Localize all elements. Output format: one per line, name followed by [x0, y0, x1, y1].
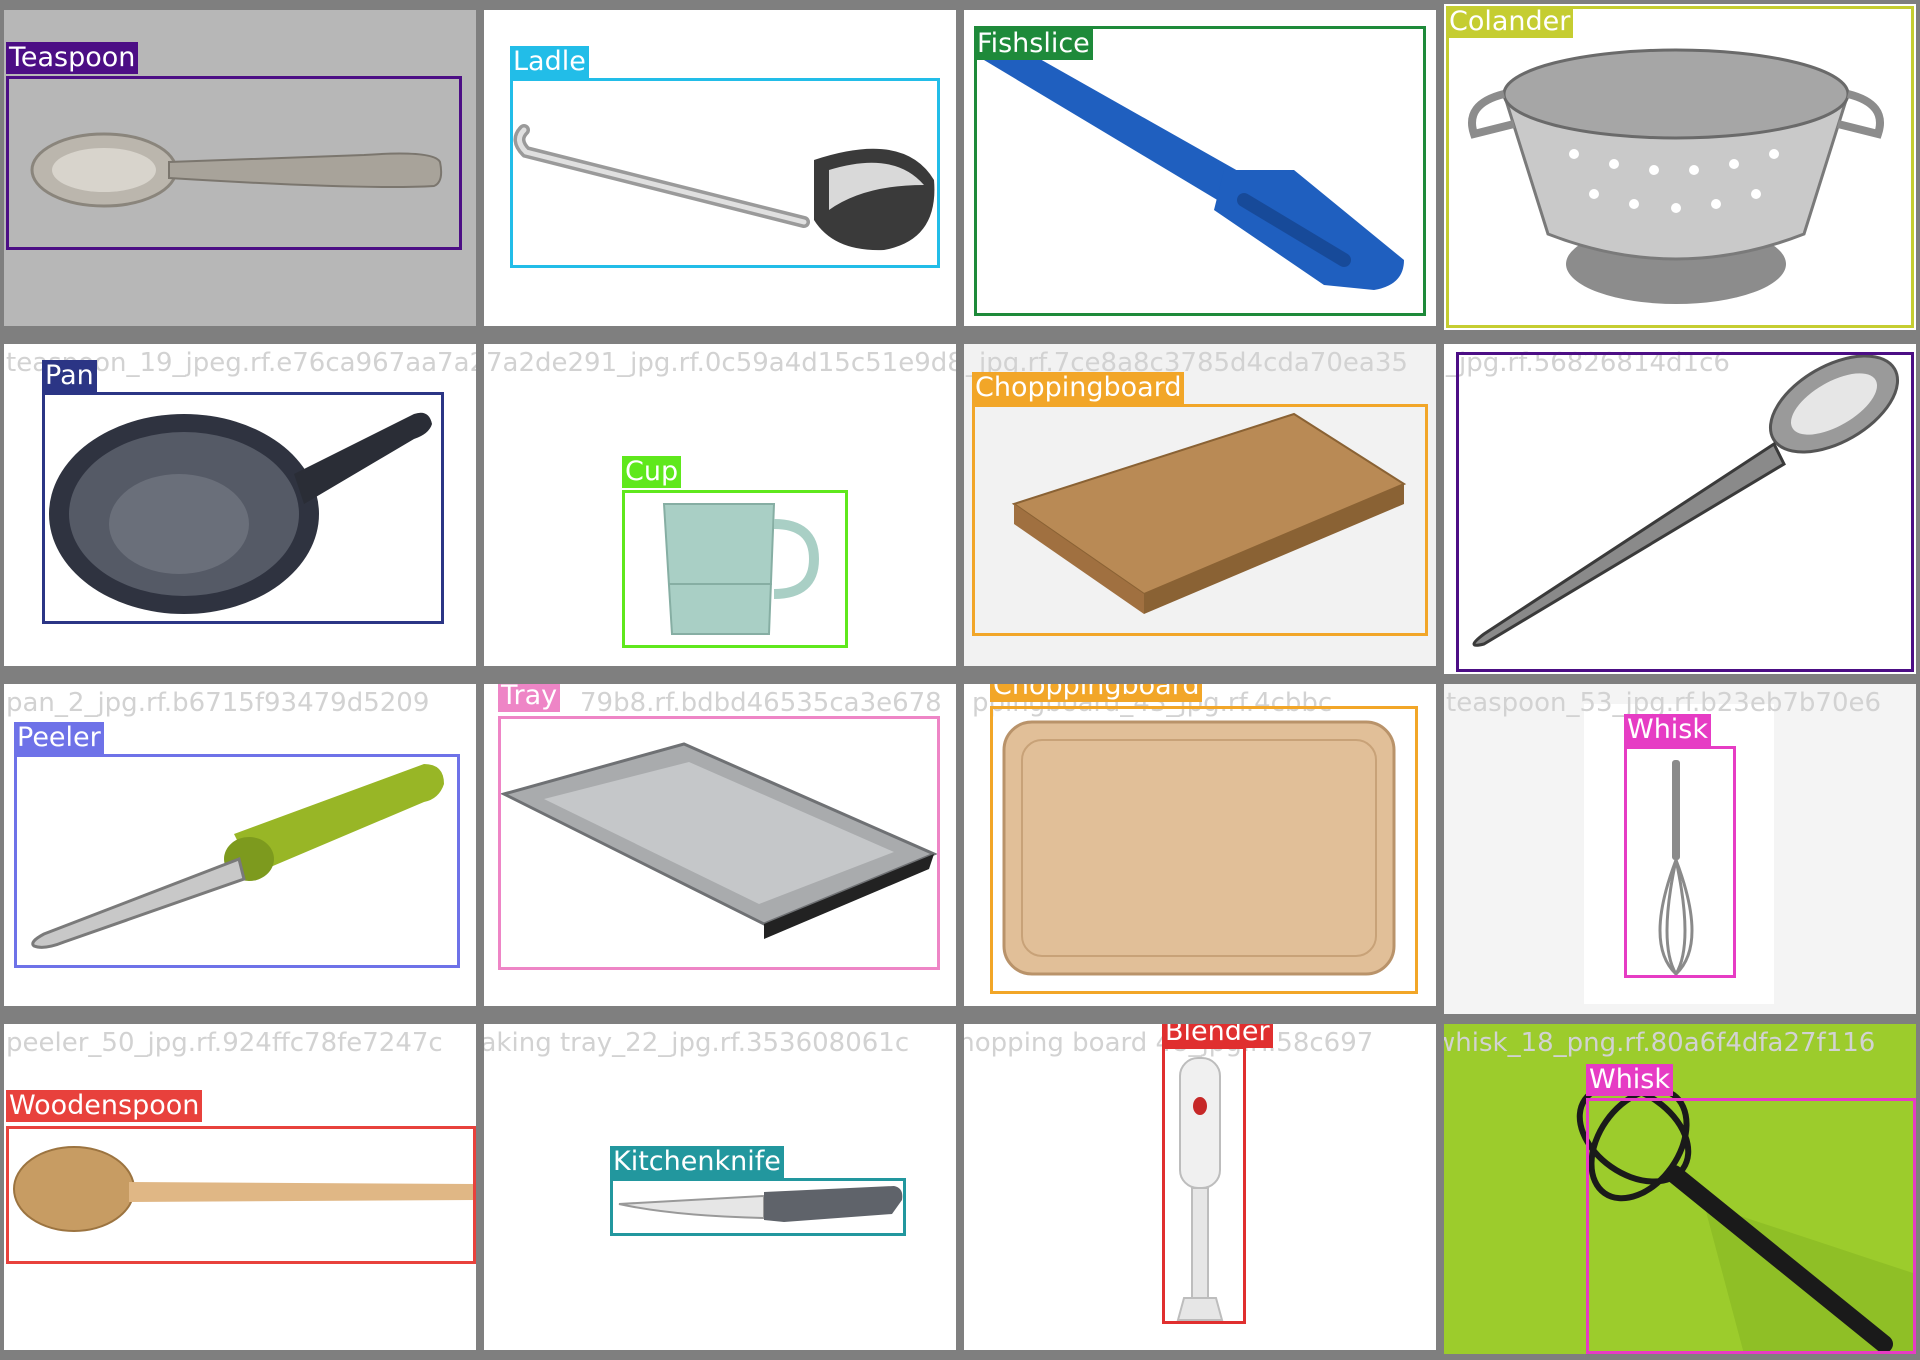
detection-label-whisk-2: Whisk: [1586, 1064, 1674, 1096]
detection-box-blender: [1162, 1046, 1246, 1324]
colander-image: [1468, 48, 1884, 304]
peeler-image: [31, 764, 444, 949]
image-tile-4: Colander: [1444, 4, 1916, 330]
detection-label-ladle: Ladle: [510, 46, 589, 78]
tray-image: [499, 742, 938, 939]
detection-box-woodenspoon: [6, 1126, 476, 1264]
image-tile-9: pan_2_jpg.rf.b6715f93479d5209 Peeler: [4, 684, 476, 1006]
detection-label-pan: Pan: [42, 360, 97, 392]
detection-label-choppingboard-2: Choppingboard: [990, 684, 1203, 702]
image-tile-8: _jpg.rf.56826814d1c6 Teaspoon: [1444, 344, 1916, 674]
image-tile-12: teaspoon_53_jpg.rf.b23eb7b70e6 Whisk: [1444, 684, 1916, 1014]
detection-box-choppingboard-2: [990, 706, 1418, 994]
detection-box-whisk-2: [1586, 1098, 1916, 1354]
detection-box-cup: [622, 490, 848, 648]
detection-label-woodenspoon: Woodenspoon: [6, 1090, 203, 1122]
image-tile-1: Teaspoon: [4, 10, 476, 326]
image-tile-16: whisk_18_png.rf.80a6f4dfa27f116 Whisk: [1444, 1024, 1916, 1354]
image-tile-3: Fishslice: [964, 10, 1436, 326]
detection-box-ladle: [510, 78, 940, 268]
fishslice-image: [984, 50, 1404, 290]
detection-label-teaspoon: Teaspoon: [6, 42, 139, 74]
kitchenknife-image: [618, 1186, 903, 1222]
image-tile-10: 79b8.rf.bdbd46535ca3e678 Tray: [484, 684, 956, 1006]
image-tile-15: chopping board 48_jpg.rf.58c697 Blender: [964, 1024, 1436, 1350]
image-tile-11: ppingboard_43_jpg.rf.4cbbc Choppingboard: [964, 684, 1436, 1006]
detection-box-whisk: [1624, 746, 1736, 978]
detection-box-fishslice: [974, 26, 1426, 316]
teaspoon-image: [1472, 354, 1900, 647]
detection-box-tray: [498, 716, 940, 970]
detection-box-teaspoon: [6, 76, 462, 250]
detection-label-cup: Cup: [622, 456, 682, 488]
ladle-image: [513, 124, 935, 251]
detection-box-teaspoon-2: [1456, 352, 1914, 672]
detection-label-peeler: Peeler: [14, 722, 104, 754]
pan-image: [49, 412, 432, 614]
image-tile-13: peeler_50_jpg.rf.924ffc78fe7247c Woodens…: [4, 1024, 476, 1350]
whisk-image: [1444, 1024, 1916, 1354]
detection-box-peeler: [14, 754, 460, 968]
image-tile-2: Ladle: [484, 10, 956, 326]
detection-label-tray: Tray: [498, 684, 561, 712]
detection-label-blender: Blender: [1162, 1024, 1273, 1048]
detection-label-whisk: Whisk: [1624, 714, 1712, 746]
cup-image: [662, 503, 820, 635]
choppingboard-image: [1002, 720, 1396, 976]
detection-label-fishslice: Fishslice: [974, 28, 1093, 60]
woodenspoon-image: [13, 1146, 476, 1232]
detection-label-colander: Colander: [1446, 6, 1574, 38]
detection-box-choppingboard: [972, 404, 1428, 636]
blender-image: [1176, 1057, 1224, 1321]
image-tile-5: teaspoon_19_jpeg.rf.e76ca967aa7a2f2d91 P…: [4, 344, 476, 666]
whisk-image: [1584, 704, 1774, 1004]
detection-label-kitchenknife: Kitchenknife: [610, 1146, 784, 1178]
image-tile-7: _jpg.rf.7ce8a8c3785d4cda70ea35 Choppingb…: [964, 344, 1436, 666]
detection-box-pan: [42, 392, 444, 624]
image-tile-14: baking tray_22_jpg.rf.353608061c Kitchen…: [484, 1024, 956, 1350]
image-tile-6: 7a2de291_jpg.rf.0c59a4d15c51e9d81103817 …: [484, 344, 956, 666]
detection-box-colander: [1446, 6, 1914, 328]
detection-label-choppingboard: Choppingboard: [972, 372, 1185, 404]
detection-box-kitchenknife: [610, 1178, 906, 1236]
